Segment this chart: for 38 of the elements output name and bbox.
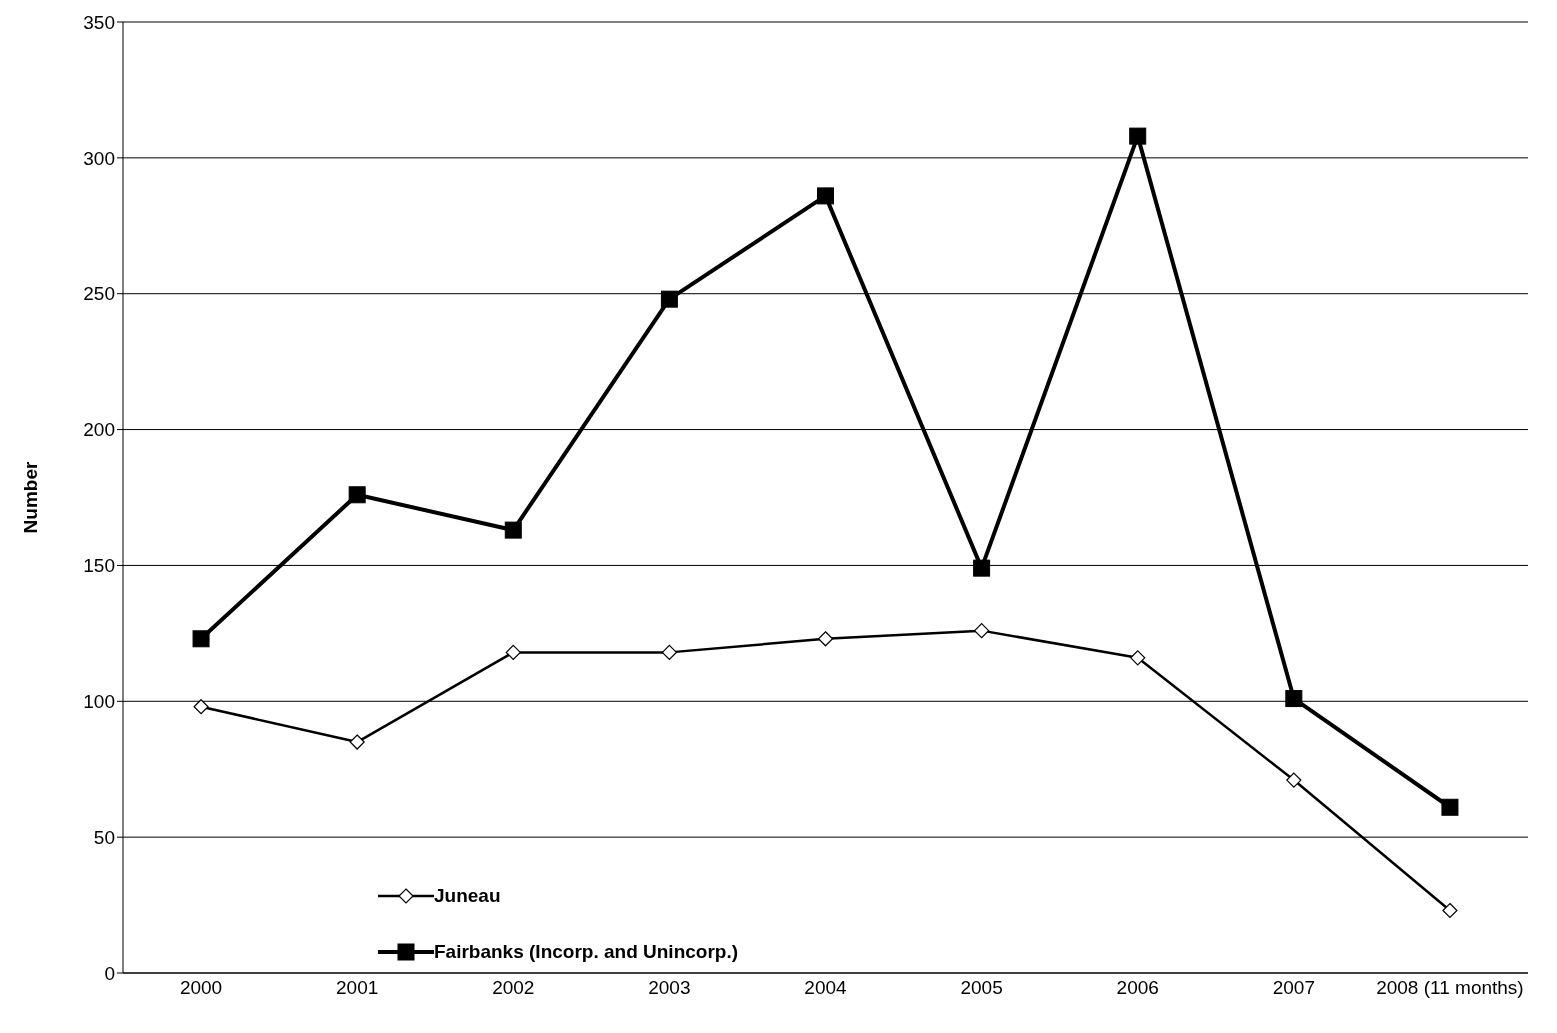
point (817, 187, 834, 205)
y-tick-label: 150 (83, 555, 115, 577)
x-tick-label: 2007 (1272, 977, 1315, 999)
y-axis-title: Number (19, 461, 41, 534)
point (349, 734, 365, 750)
y-tick-label: 250 (83, 283, 115, 305)
point (1442, 902, 1458, 919)
point (1286, 772, 1302, 788)
point (661, 644, 677, 660)
y-tick-label: 350 (83, 11, 115, 33)
point (660, 290, 678, 308)
point (973, 559, 991, 577)
y-tick-label: 200 (83, 419, 115, 441)
x-tick-label: 2008 (11 months) (1376, 977, 1524, 999)
x-tick-label: 2004 (804, 977, 848, 999)
point (193, 699, 209, 715)
point (348, 486, 366, 504)
x-tick-label: 2006 (1116, 977, 1159, 999)
y-tick-label: 300 (83, 147, 115, 169)
y-tick-label: 100 (83, 691, 115, 713)
x-tick-label: 2002 (492, 977, 535, 999)
point (1130, 650, 1146, 666)
y-tick-label: 0 (104, 962, 115, 984)
point (974, 623, 990, 639)
point (504, 521, 522, 539)
point (1129, 127, 1147, 145)
point (817, 631, 834, 647)
point (1441, 798, 1459, 816)
point (505, 644, 521, 660)
legend-label: Fairbanks (Incorp. and Unincorp.) (434, 941, 739, 963)
x-tick-label: 2005 (960, 977, 1003, 999)
x-tick-label: 2003 (648, 977, 691, 999)
x-tick-label: 2001 (336, 977, 379, 999)
point (192, 630, 210, 648)
legend-label: Juneau (434, 885, 501, 907)
y-tick-label: 50 (93, 826, 115, 848)
x-tick-label: 2000 (179, 977, 223, 999)
point (1285, 690, 1303, 708)
